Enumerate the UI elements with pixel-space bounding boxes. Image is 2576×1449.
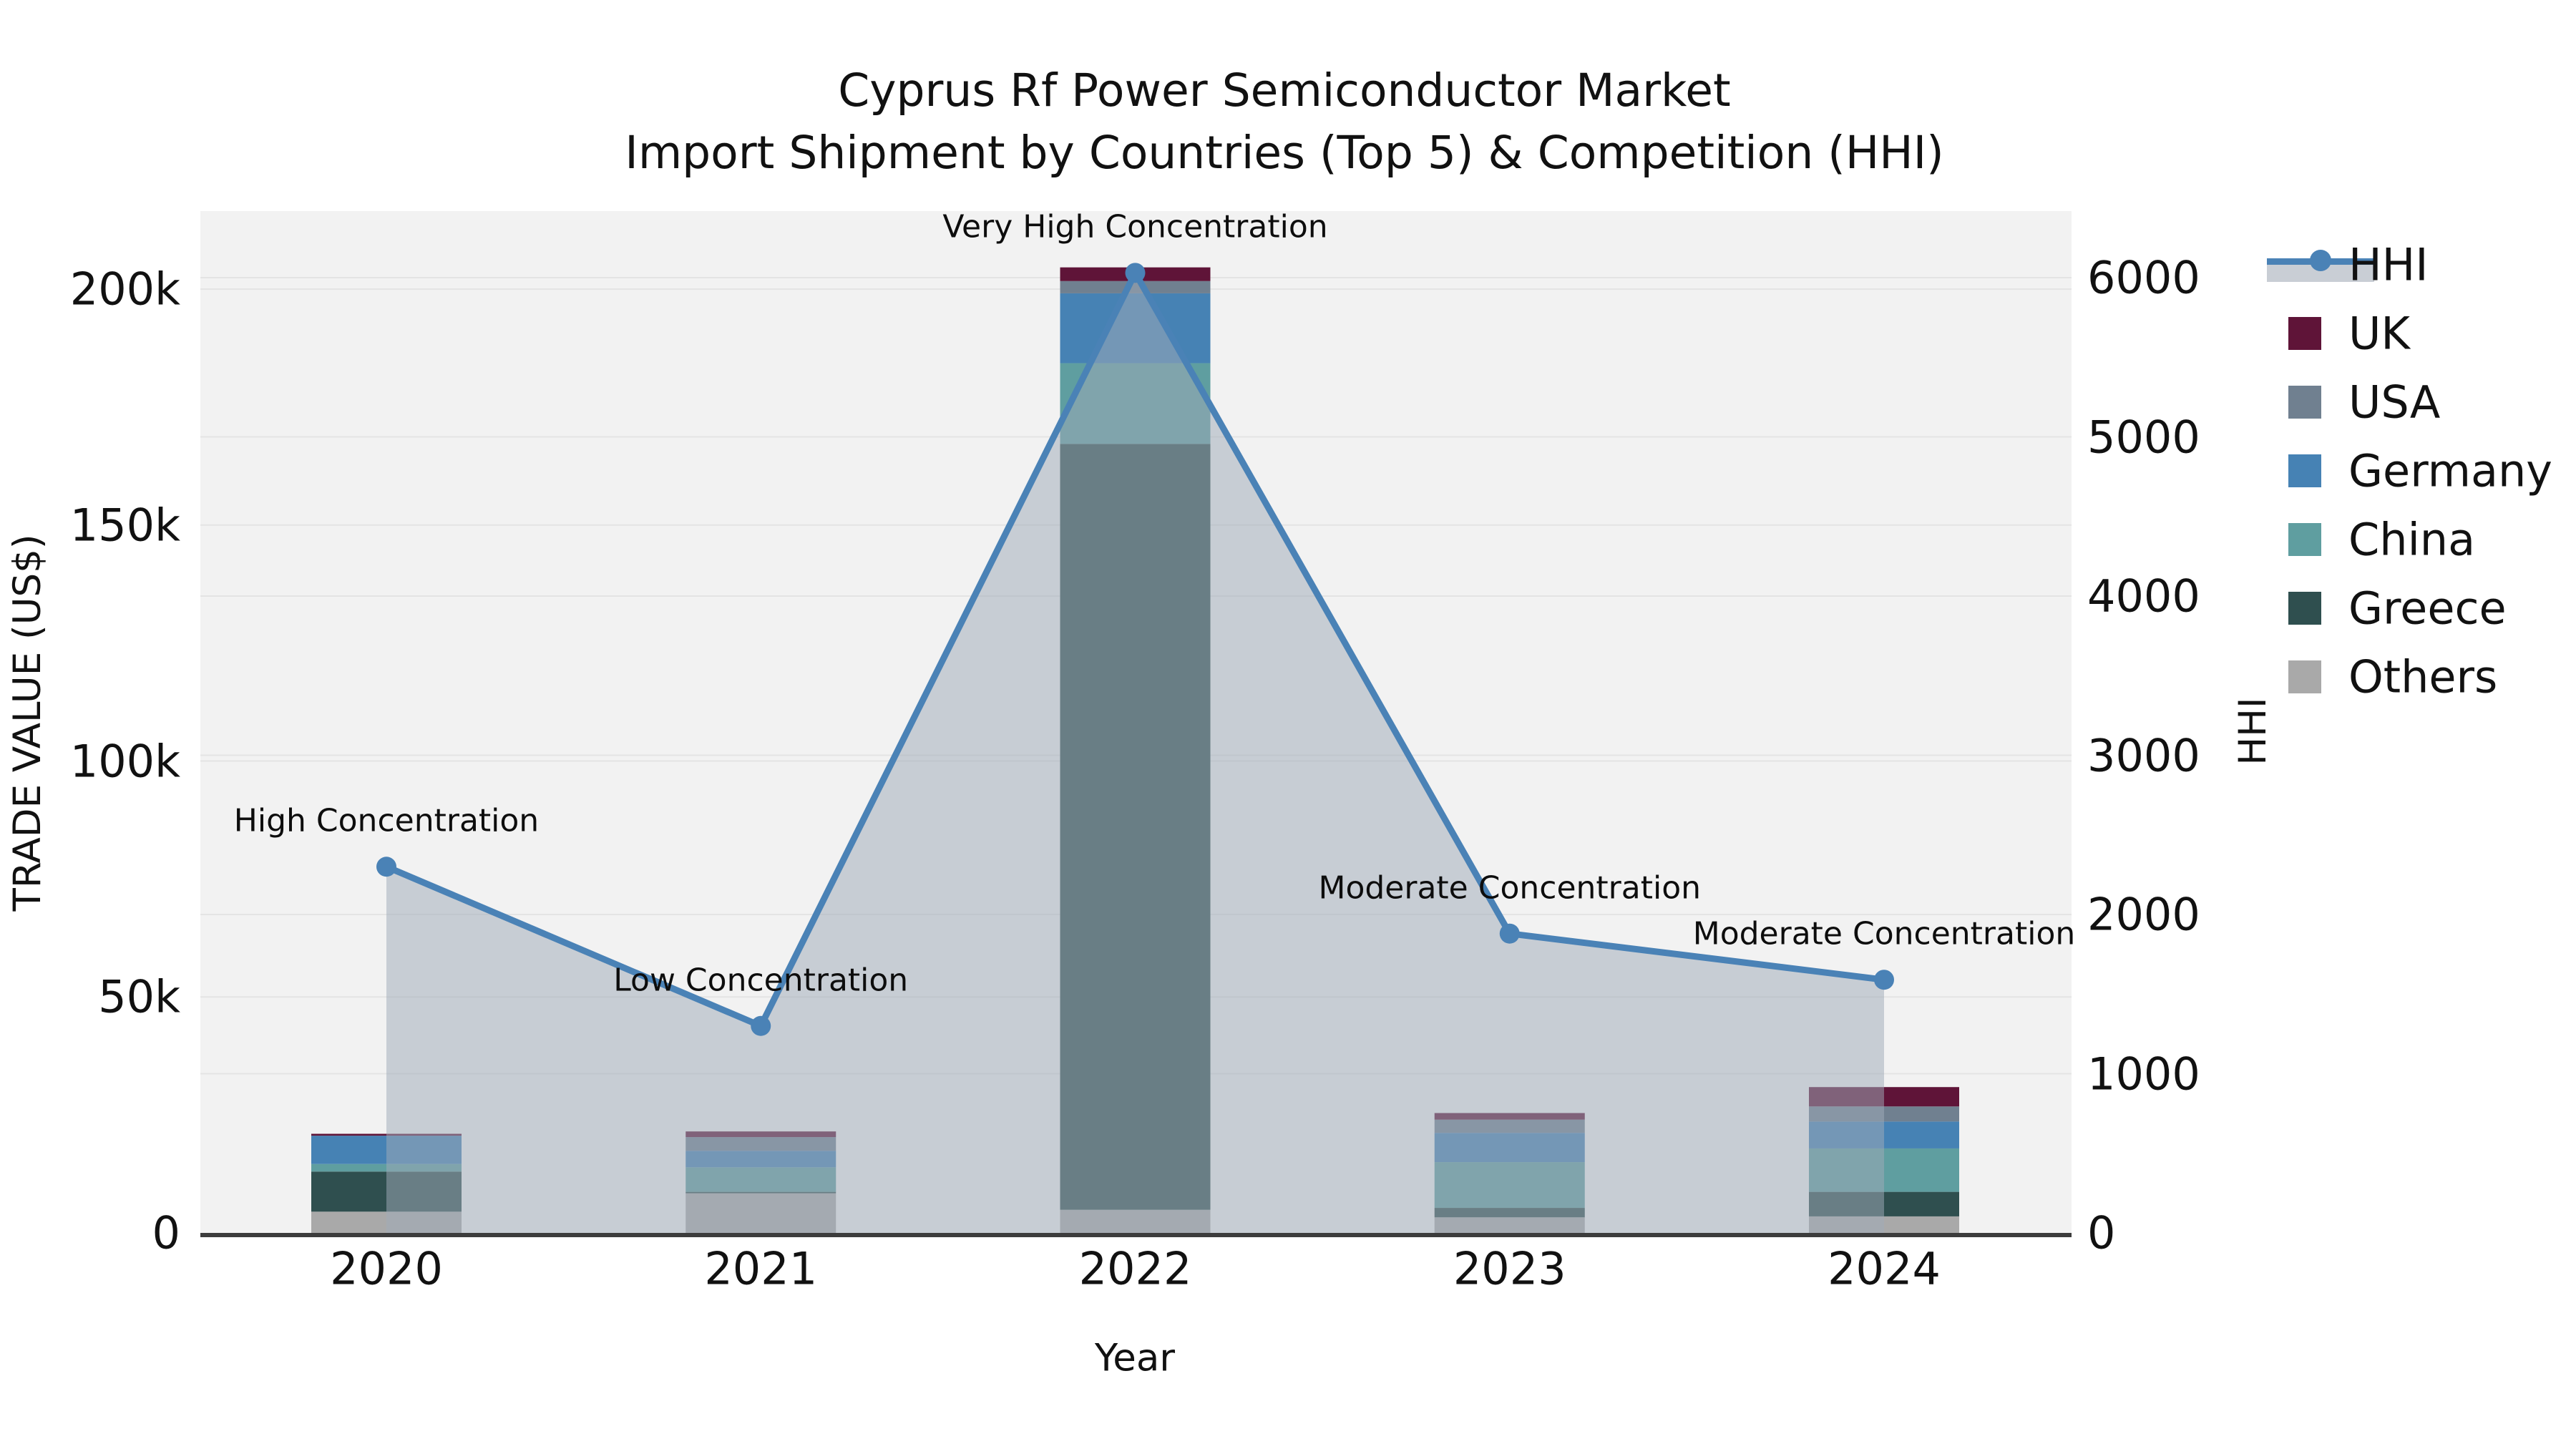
hhi-annotation-2024: Moderate Concentration [1692, 915, 2076, 952]
hhi-area-fill [386, 273, 1884, 1234]
chart-title: Cyprus Rf Power Semiconductor Market Imp… [0, 60, 2569, 185]
y-left-tick-label: 150k [69, 499, 180, 552]
legend-item-hhi: HHI [2254, 239, 2576, 291]
x-tick-label: 2021 [704, 1242, 818, 1295]
hhi-marker-2023 [1499, 923, 1520, 944]
hhi-marker-2024 [1874, 970, 1894, 990]
legend-item-others: Others [2254, 651, 2576, 703]
y-right-tick-label: 6000 [2087, 251, 2200, 304]
chart-title-line1: Cyprus Rf Power Semiconductor Market [838, 64, 1731, 117]
legend-swatch-usa [2288, 386, 2321, 419]
legend-label-usa: USA [2348, 376, 2441, 429]
y-left-tick-label: 100k [69, 735, 180, 787]
x-tick-label: 2023 [1453, 1242, 1566, 1295]
legend-hhi-marker-swatch [2310, 250, 2331, 271]
legend-label-china: China [2348, 513, 2476, 566]
legend-swatch-others [2288, 660, 2321, 693]
y-right-tick-label: 5000 [2087, 411, 2200, 463]
hhi-annotation-2021: Low Concentration [613, 962, 909, 999]
x-tick-label: 2020 [330, 1242, 443, 1295]
legend-label-greece: Greece [2348, 582, 2507, 635]
legend-label-germany: Germany [2348, 444, 2552, 497]
legend-swatch-greece [2288, 592, 2321, 625]
legend-item-usa: USA [2254, 376, 2576, 429]
legend-item-greece: Greece [2254, 582, 2576, 635]
y-right-tick-label: 1000 [2087, 1048, 2200, 1100]
legend-label-uk: UK [2348, 307, 2411, 360]
legend-swatch-china [2288, 523, 2321, 556]
x-tick-label: 2022 [1078, 1242, 1192, 1295]
y-right-tick-label: 2000 [2087, 888, 2200, 941]
y-left-tick-label: 200k [69, 263, 180, 316]
hhi-annotation-2023: Moderate Concentration [1318, 869, 1702, 907]
y-left-axis-title: TRADE VALUE (US$) [6, 534, 49, 912]
y-right-tick-label: 4000 [2087, 570, 2200, 623]
legend-label-others: Others [2348, 650, 2498, 703]
legend-swatch-uk [2288, 317, 2321, 350]
legend-swatch-germany [2288, 454, 2321, 487]
legend-item-uk: UK [2254, 308, 2576, 360]
y-right-axis-title: HHI [2231, 697, 2275, 766]
hhi-marker-2020 [376, 857, 396, 877]
x-axis-title: Year [1094, 1336, 1176, 1380]
hhi-marker-2022 [1125, 263, 1146, 283]
x-tick-label: 2024 [1828, 1242, 1941, 1295]
y-right-tick-label: 3000 [2087, 729, 2200, 781]
y-left-tick-label: 50k [98, 970, 180, 1023]
hhi-annotation-2022: Very High Concentration [942, 208, 1328, 245]
legend-label-hhi: HHI [2348, 238, 2429, 291]
y-right-tick-label: 0 [2087, 1206, 2116, 1259]
y-left-tick-label: 0 [152, 1206, 180, 1259]
x-axis-line [200, 1233, 2072, 1237]
hhi-marker-2021 [751, 1015, 771, 1036]
legend-item-germany: Germany [2254, 445, 2576, 497]
chart-title-line2: Import Shipment by Countries (Top 5) & C… [625, 126, 1944, 179]
legend-item-china: China [2254, 514, 2576, 566]
hhi-annotation-2020: High Concentration [233, 802, 540, 839]
